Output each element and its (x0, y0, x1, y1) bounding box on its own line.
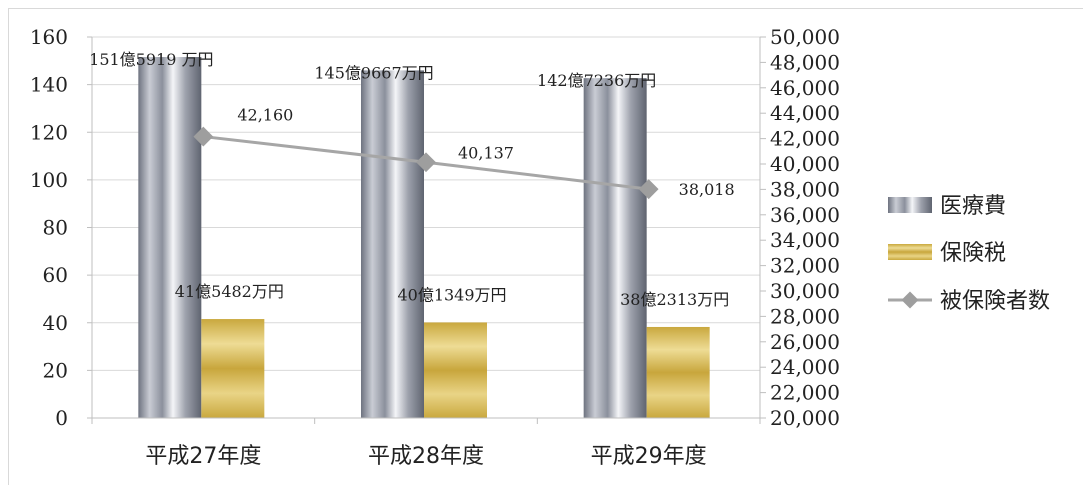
bar-medical-cost (584, 78, 647, 418)
bar-medical-cost (138, 57, 201, 418)
left-axis-tick-label: 100 (30, 168, 68, 192)
right-axis-tick-label: 34,000 (770, 228, 840, 252)
bar-insurance-tax-label: 41億5482万円 (175, 282, 284, 301)
legend-label-medical-cost: 医療費 (940, 194, 1006, 219)
line-insured-persons-label: 40,137 (458, 143, 514, 162)
bar-medical-cost-label: 145億9667万円 (314, 63, 433, 82)
line-insured-persons-label: 42,160 (237, 106, 293, 125)
bar-insurance-tax (201, 319, 264, 418)
right-axis-tick-label: 48,000 (770, 50, 840, 74)
legend-label-insurance-tax: 保険税 (940, 241, 1006, 266)
right-axis-tick-label: 50,000 (770, 25, 840, 49)
left-axis-tick-label: 120 (30, 120, 68, 144)
right-axis-tick-label: 20,000 (770, 406, 840, 430)
category-label: 平成27年度 (145, 444, 261, 469)
right-axis-tick-label: 26,000 (770, 330, 840, 354)
right-axis-tick-label: 44,000 (770, 101, 840, 125)
category-label: 平成29年度 (591, 444, 707, 469)
right-axis-tick-label: 24,000 (770, 355, 840, 379)
right-axis-tick-label: 32,000 (770, 254, 840, 278)
left-axis-tick-label: 140 (30, 73, 68, 97)
left-axis-tick-label: 0 (55, 406, 68, 430)
right-axis-tick-label: 36,000 (770, 203, 840, 227)
bar-medical-cost (361, 70, 424, 418)
bar-insurance-tax (424, 322, 487, 418)
right-axis-tick-label: 30,000 (770, 279, 840, 303)
right-axis-tick-label: 46,000 (770, 76, 840, 100)
right-axis-tick-label: 42,000 (770, 127, 840, 151)
right-axis-tick-label: 22,000 (770, 381, 840, 405)
bar-insurance-tax (647, 327, 710, 418)
legend-swatch-insurance-tax (888, 244, 932, 260)
category-label: 平成28年度 (368, 444, 484, 469)
line-insured-persons-label: 38,018 (679, 180, 735, 199)
left-axis-tick-label: 40 (43, 311, 68, 335)
legend-label-insured-persons: 被保険者数 (940, 289, 1050, 314)
right-axis-tick-label: 40,000 (770, 152, 840, 176)
bar-insurance-tax-label: 40億1349万円 (397, 285, 506, 304)
bar-medical-cost-label: 142億7236万円 (537, 71, 656, 90)
right-axis-tick-label: 38,000 (770, 177, 840, 201)
left-axis-tick-label: 60 (43, 263, 68, 287)
left-axis-tick-label: 80 (43, 216, 68, 240)
left-axis-tick-label: 160 (30, 25, 68, 49)
bar-medical-cost-label: 151億5919 万円 (89, 50, 213, 69)
legend-swatch-medical-cost (888, 197, 932, 213)
bar-insurance-tax-label: 38億2313万円 (620, 290, 729, 309)
legend-marker-insured-persons (902, 292, 919, 309)
left-axis-tick-label: 20 (43, 358, 68, 382)
right-axis-tick-label: 28,000 (770, 304, 840, 328)
